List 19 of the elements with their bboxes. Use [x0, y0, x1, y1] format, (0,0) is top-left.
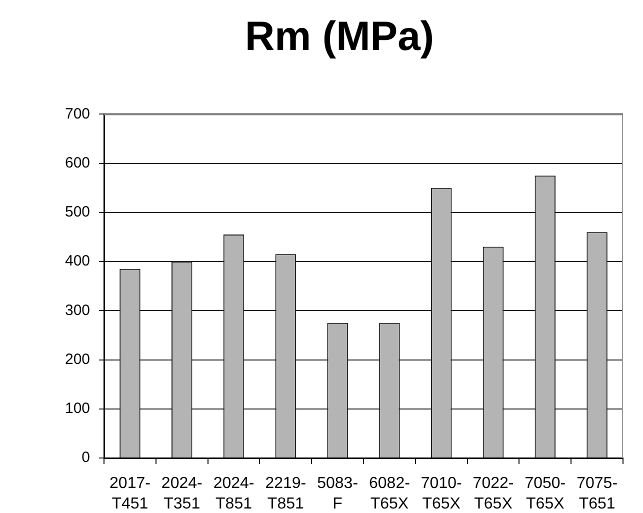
y-tick-label: 100	[64, 400, 90, 418]
y-tick-label: 400	[64, 252, 90, 270]
y-tick-label: 500	[64, 204, 90, 221]
x-tick-label: 6082-T65X	[369, 474, 410, 513]
y-tick-label: 600	[64, 154, 90, 172]
y-tick-label: 300	[64, 302, 90, 319]
y-tick-label: 200	[64, 350, 90, 368]
x-tick-label: 7050-T65X	[524, 474, 566, 513]
x-tick-label: 2024-T351	[161, 474, 202, 513]
x-tick-label: 2017-T451	[110, 474, 150, 513]
chart-title: Rm (MPa)	[244, 12, 434, 59]
x-tick-label: 7010-T65X	[420, 474, 462, 513]
y-tick-label: 0	[82, 449, 90, 466]
x-tick-label: 7075-T651	[576, 474, 618, 513]
x-tick-label: 2219-T851	[265, 474, 306, 513]
x-tick-label: 5083-F	[317, 474, 358, 513]
x-tick-label: 2024-T851	[213, 474, 254, 513]
x-tick-label: 7022-T65X	[472, 474, 514, 513]
y-tick-label: 700	[64, 105, 90, 122]
